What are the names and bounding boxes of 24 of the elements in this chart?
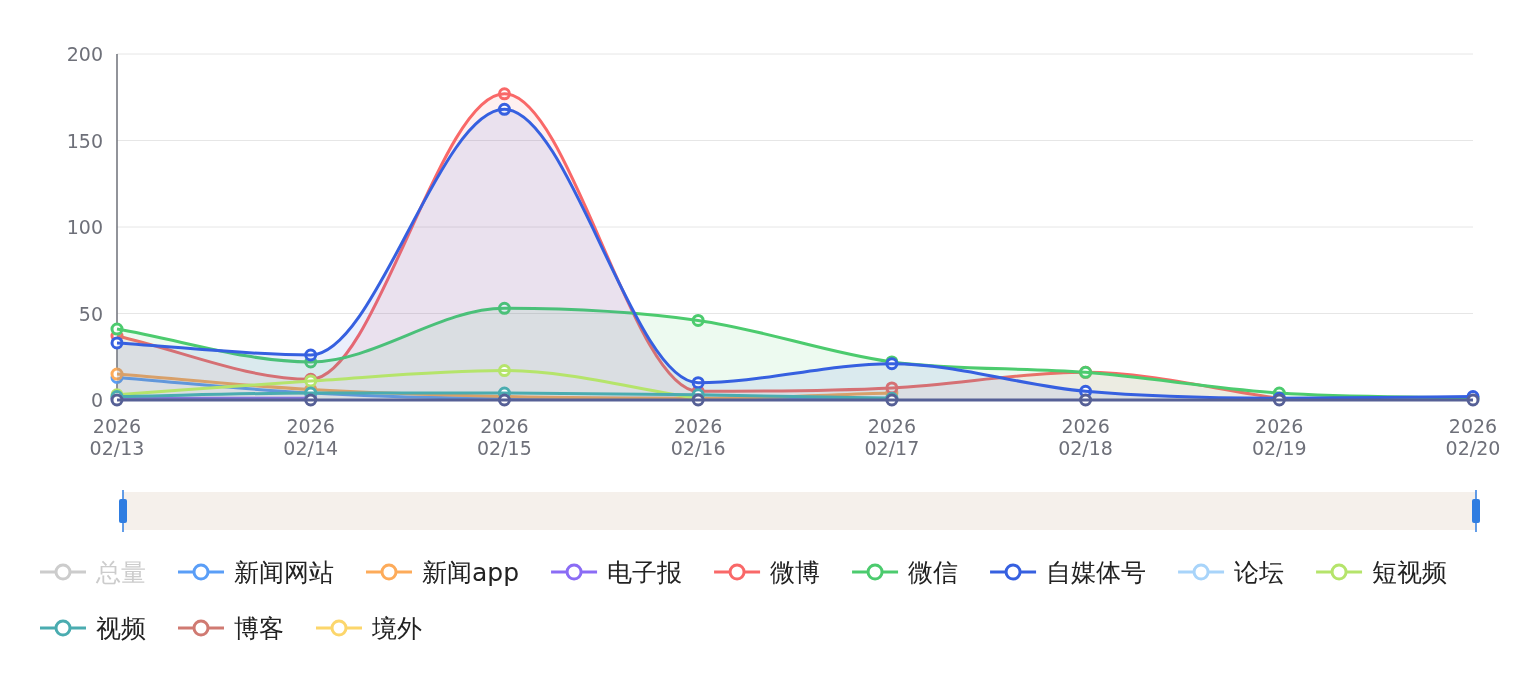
y-tick-label: 200 — [66, 43, 103, 65]
x-tick-label: 2026 02/14 — [283, 415, 339, 459]
y-tick-label: 50 — [78, 302, 103, 325]
y-tick-label: 0 — [90, 389, 103, 411]
x-tick-label: 2026 02/18 — [1058, 415, 1113, 459]
legend-label: 新闻app — [422, 558, 520, 587]
x-tick-label: 2026 02/13 — [89, 415, 145, 459]
x-tick-label: 2026 02/19 — [1251, 415, 1307, 459]
legend-label: 视频 — [96, 614, 146, 643]
legend-label: 博客 — [234, 614, 284, 643]
x-tick-label: 2026 02/20 — [1445, 415, 1501, 459]
x-tick-label: 2026 02/17 — [864, 415, 920, 459]
legend-label: 自媒体号 — [1046, 558, 1147, 587]
y-tick-label: 100 — [66, 216, 103, 238]
legend-label: 短视频 — [1372, 558, 1448, 587]
y-tick-label: 150 — [66, 129, 103, 152]
legend-label: 微信 — [908, 558, 959, 587]
x-tick-label: 2026 02/15 — [477, 415, 532, 459]
x-tick-label: 2026 02/16 — [670, 415, 726, 459]
legend-label: 论坛 — [1234, 558, 1285, 587]
legend-label: 新闻网站 — [234, 558, 334, 587]
legend-label: 境外 — [371, 614, 422, 643]
legend-label: 微博 — [770, 558, 821, 587]
legend-label: 电子报 — [607, 558, 683, 587]
